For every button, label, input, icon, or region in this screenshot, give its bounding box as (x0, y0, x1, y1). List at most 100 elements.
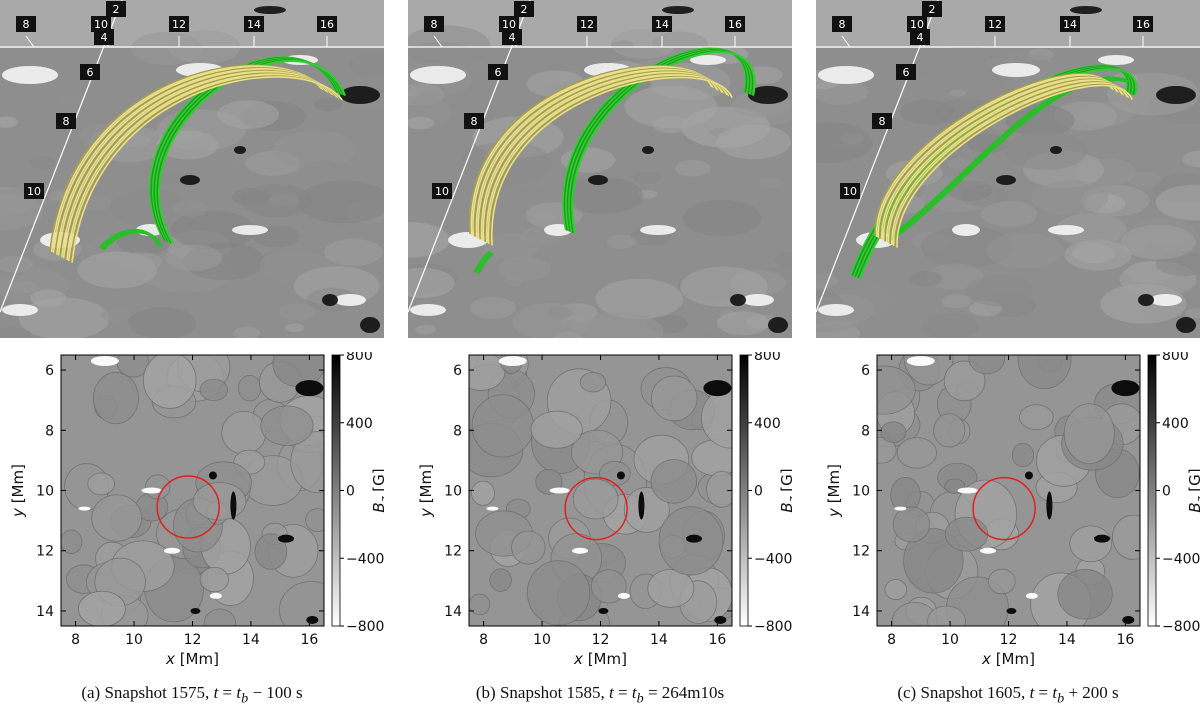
panel-c-granule (1005, 104, 1075, 137)
panel-a-granule (348, 52, 384, 79)
panel-a-bright-patch (334, 294, 366, 306)
panel-a-granule (279, 303, 316, 321)
panel-b-colorbar-label-var: B (778, 502, 792, 512)
panel-b-cell (650, 375, 698, 422)
panel-c-granule (920, 46, 1013, 90)
panel-b-positive-patch (498, 356, 527, 367)
panel-a-cell (78, 590, 126, 626)
panel-a-colorbar-label-var: B (370, 502, 384, 512)
panel-b-granule (611, 40, 635, 51)
panel-a-ylabel-unit: [Mm] (9, 464, 27, 508)
panel-a-cell (143, 355, 197, 409)
panel-b-negative-patch (714, 615, 727, 624)
panel-a-colorbar-label-unit: [G] (370, 468, 384, 496)
panel-c-cell (880, 421, 907, 443)
panel-a-3d-view: 8 10 12 14 16 2 4 6 8 10 (0, 0, 384, 338)
panel-b-slant-tick-label: 4 (509, 31, 516, 44)
panel-a-top-tick-label: 14 (247, 18, 261, 31)
panel-c-slant-tick-label: 10 (843, 185, 857, 198)
panel-b-granule (408, 25, 491, 66)
panel-b-slant-tick-box (488, 64, 508, 80)
panel-c-cell (877, 365, 916, 415)
panel-a-colorbar (331, 354, 341, 627)
panel-a-positive-patch (78, 506, 91, 511)
panel-a-cell (61, 529, 83, 554)
panel-a-cell (260, 405, 314, 446)
panel-a-top-tick-box (244, 16, 264, 32)
panel-a-3d-svg: 8 10 12 14 16 2 4 6 8 10 (0, 0, 384, 338)
panel-a-granule (303, 160, 344, 179)
panel-c-granule (1120, 224, 1196, 260)
panel-b-top-tick-label: 8 (431, 18, 438, 31)
panel-c-negative-patch (1046, 491, 1053, 520)
panel-b-slant-tick-label: 8 (471, 115, 478, 128)
panel-b-bright-patch (410, 304, 446, 316)
panel-a-red-circle (156, 475, 220, 539)
panel-c-bright-patch (952, 224, 980, 236)
panel-c-cell (896, 437, 937, 469)
panel-b-slant-tick-label: 10 (435, 185, 449, 198)
panel-b-slant-tick-box (514, 1, 534, 17)
panel-a-granule (170, 210, 256, 250)
caption-c-t: t (1029, 683, 1035, 702)
panel-c-slant-tick-box (840, 183, 860, 199)
panel-b-cell (590, 569, 627, 604)
panel-c-positive-patch (1025, 592, 1038, 599)
panel-b-cell (647, 568, 695, 608)
panel-c-top-tick-box (832, 16, 852, 32)
panel-a-granule (9, 280, 38, 294)
panel-a-colorbar-tick-label: −400 (346, 551, 384, 567)
panel-c-slant-tick-label: 4 (917, 31, 924, 44)
panel-a-top-tick-label: 10 (94, 18, 108, 31)
panel-b-ylabel-var: y (417, 507, 435, 518)
panel-b-xlabel-var: x (573, 650, 583, 668)
panel-a-cell (87, 472, 115, 496)
panel-a-slant-tick-label: 6 (87, 66, 94, 79)
panel-c-cell (884, 579, 908, 600)
panel-c-dark-patch (996, 175, 1016, 185)
panel-b-map-layer (469, 355, 732, 626)
panel-c-granule (1003, 131, 1088, 170)
panel-a-dark-patch (254, 6, 286, 14)
panel-a-ylabel-var: y (9, 507, 27, 518)
panel-c-granule (1031, 180, 1109, 216)
panel-a-bright-patch (232, 225, 268, 235)
panel-a-bright-patch (2, 66, 58, 84)
panel-b-cell (471, 394, 534, 458)
panel-a-positive-patch (90, 356, 119, 367)
caption-a-tb: t (236, 683, 242, 702)
panel-a-top-tick-box (169, 16, 189, 32)
panel-a-dark-patch (234, 146, 246, 154)
panel-b-granule (521, 186, 542, 196)
panel-c-top-tick-label: 14 (1063, 18, 1077, 31)
panel-c-granule (1055, 213, 1127, 246)
panel-c-granule (1155, 184, 1200, 221)
panel-c-granule (1126, 171, 1162, 188)
panel-a-granule (272, 130, 356, 169)
panel-c-cell (968, 355, 1006, 375)
panel-b-colorbar-tick-label: 800 (754, 352, 781, 364)
panel-c-cell (877, 436, 897, 464)
panel-b-caption: (b) Snapshot 1585, t = tb = 264m10s (400, 683, 800, 707)
panel-c-map-layer (877, 355, 1140, 626)
panel-a-ytick-label: 14 (36, 604, 54, 620)
panel-c-cell (1011, 442, 1034, 468)
panel-b-cell (489, 568, 512, 592)
panel-b-negative-patch (638, 491, 645, 520)
panel-b-xtick-label: 10 (533, 632, 551, 648)
panel-c-cell (1057, 569, 1113, 620)
caption-c-sub: b (1057, 690, 1065, 707)
panel-b-cell (701, 387, 732, 449)
panel-b-top-tick (433, 35, 443, 48)
panel-b-granule (682, 199, 762, 237)
panel-c-ytick-label: 14 (852, 604, 870, 620)
panel-b-negative-patch (686, 534, 703, 543)
panel-b-granule (408, 267, 455, 298)
panel-c-xtick-label: 10 (941, 632, 959, 648)
panel-b-top-tick-box (577, 16, 597, 32)
panel-b-granule (497, 256, 551, 281)
panel-c-3d-view: 8 10 12 14 16 2 4 6 8 10 (816, 0, 1200, 338)
panel-c-granule (986, 232, 1064, 269)
panel-a-ytick-label: 12 (36, 544, 54, 560)
panel-b-positive-patch (486, 506, 499, 511)
